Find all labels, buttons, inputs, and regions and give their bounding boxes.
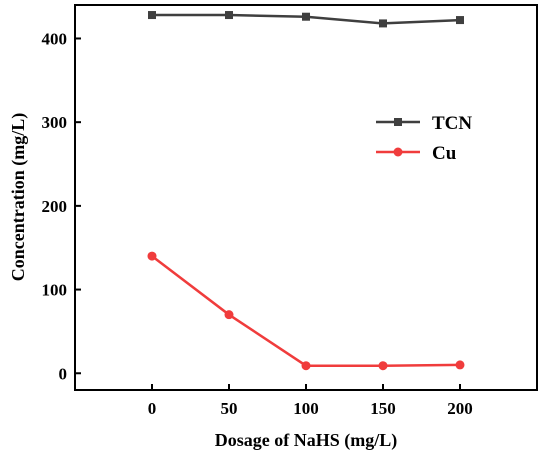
data-point-cu-150 [378,361,388,371]
series-line-cu [151,255,461,367]
legend: TCN Cu [376,113,472,164]
x-tick-label-0: 0 [148,399,157,418]
data-point-cu-50 [224,310,234,320]
x-tick-label-200: 200 [447,399,473,418]
series-layer [147,11,465,371]
series-cu [147,251,465,371]
data-point-cu-0 [147,251,157,261]
data-point-tcn-0 [148,11,156,20]
legend-label-tcn: TCN [432,113,472,134]
y-tick-label-100: 100 [42,281,68,300]
series-tcn [148,11,464,28]
x-tick-label-100: 100 [293,399,319,418]
x-axis-label: Dosage of NaHS (mg/L) [215,430,398,451]
data-point-cu-200 [455,360,465,370]
y-axis-label: Concentration (mg/L) [8,113,29,281]
legend-label-cu: Cu [432,143,457,164]
y-tick-label-400: 400 [42,29,68,48]
data-point-tcn-100 [302,12,310,21]
x-tick-label-150: 150 [370,399,396,418]
legend-item-tcn: TCN [376,113,472,134]
plot-frame [74,4,538,391]
data-point-tcn-50 [225,11,233,20]
data-point-tcn-200 [456,16,464,25]
data-point-tcn-150 [379,19,387,28]
x-tick-label-50: 50 [221,399,238,418]
axis-ticks: 0 50 100 150 200 0 100 200 300 400 [42,29,473,418]
data-point-cu-100 [301,361,311,371]
legend-marker-tcn [394,118,402,126]
y-tick-label-0: 0 [59,364,68,383]
y-tick-label-200: 200 [42,197,68,216]
y-tick-label-300: 300 [42,113,68,132]
legend-item-cu: Cu [376,143,457,164]
legend-marker-cu [393,147,403,157]
